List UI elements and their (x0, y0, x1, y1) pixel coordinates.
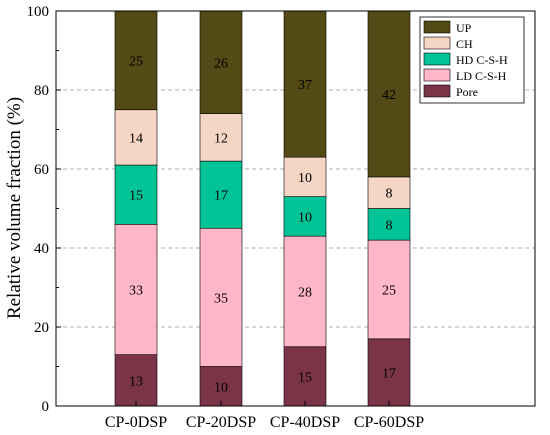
legend-label: Pore (456, 85, 478, 99)
bar-segment (114, 109, 158, 166)
segment-value-label: 17 (214, 189, 228, 204)
segment-value-label: 10 (214, 380, 228, 395)
legend-label: HD C-S-H (456, 53, 508, 67)
bar-segment (367, 208, 411, 241)
segment-value-label: 35 (214, 291, 228, 306)
bar-segment (283, 235, 327, 348)
bar-segment (114, 224, 158, 355)
bar-segment (114, 354, 158, 407)
segment-value-label: 28 (298, 285, 312, 300)
legend-label: CH (456, 37, 473, 51)
segment-labels: 13 33 15 14 25 10 35 17 12 26 15 28 10 10 37 17 25 8 8 42 (129, 54, 396, 395)
segment-value-label: 33 (129, 283, 143, 298)
segment-value-label: 26 (214, 56, 228, 71)
bar-segment (199, 113, 243, 162)
segment-value-label: 37 (298, 78, 312, 93)
y-tick-label: 80 (34, 83, 49, 99)
segment-value-label: 15 (298, 370, 312, 385)
segment-value-label: 12 (214, 131, 228, 146)
y-tick-label: 60 (34, 162, 49, 178)
legend-label: LD C-S-H (456, 69, 507, 83)
bar-segment (199, 366, 243, 407)
bar-segment (367, 338, 411, 407)
x-tick-label: CP-20DSP (186, 414, 256, 431)
x-tick-label: CP-0DSP (105, 414, 167, 431)
bar-segment (283, 10, 327, 158)
x-tick-label: CP-60DSP (354, 414, 424, 431)
segment-value-label: 10 (298, 171, 312, 186)
y-axis: 0 20 40 60 80 100 (27, 4, 61, 415)
y-tick-label: 40 (34, 241, 49, 257)
segment-value-label: 10 (298, 210, 312, 225)
legend: UP CH HD C-S-H LD C-S-H Pore (419, 16, 525, 104)
legend-swatch (423, 84, 451, 98)
segment-value-label: 8 (386, 218, 393, 233)
bar-segment (199, 227, 243, 367)
y-tick-label: 20 (34, 320, 49, 336)
y-axis-label: Relative volume fraction (%) (4, 97, 25, 319)
x-axis: CP-0DSP CP-20DSP CP-40DSP CP-60DSP (105, 401, 424, 431)
bar-segment (367, 239, 411, 340)
legend-label: UP (456, 21, 472, 35)
x-tick-label: CP-40DSP (270, 414, 340, 431)
bar-segment (114, 10, 158, 111)
legend-swatch (423, 52, 451, 66)
bar-segment (199, 160, 243, 229)
segment-value-label: 13 (129, 374, 143, 389)
bar-segment (283, 346, 327, 407)
segment-value-label: 17 (382, 366, 396, 381)
segment-value-label: 8 (386, 187, 393, 202)
segment-value-label: 25 (129, 54, 143, 69)
legend-swatch (423, 20, 451, 34)
segment-value-label: 15 (129, 189, 143, 204)
segment-value-label: 25 (382, 283, 396, 298)
segment-value-label: 14 (129, 131, 143, 146)
segment-value-label: 42 (382, 88, 396, 103)
bar-segment (283, 196, 327, 237)
y-tick-label: 0 (42, 399, 50, 415)
legend-swatch (423, 68, 451, 82)
bar-segment (367, 176, 411, 209)
y-tick-label: 100 (27, 4, 50, 20)
bars (114, 10, 411, 407)
legend-swatch (423, 36, 451, 50)
bar-segment (114, 164, 158, 225)
bar-segment (367, 10, 411, 178)
